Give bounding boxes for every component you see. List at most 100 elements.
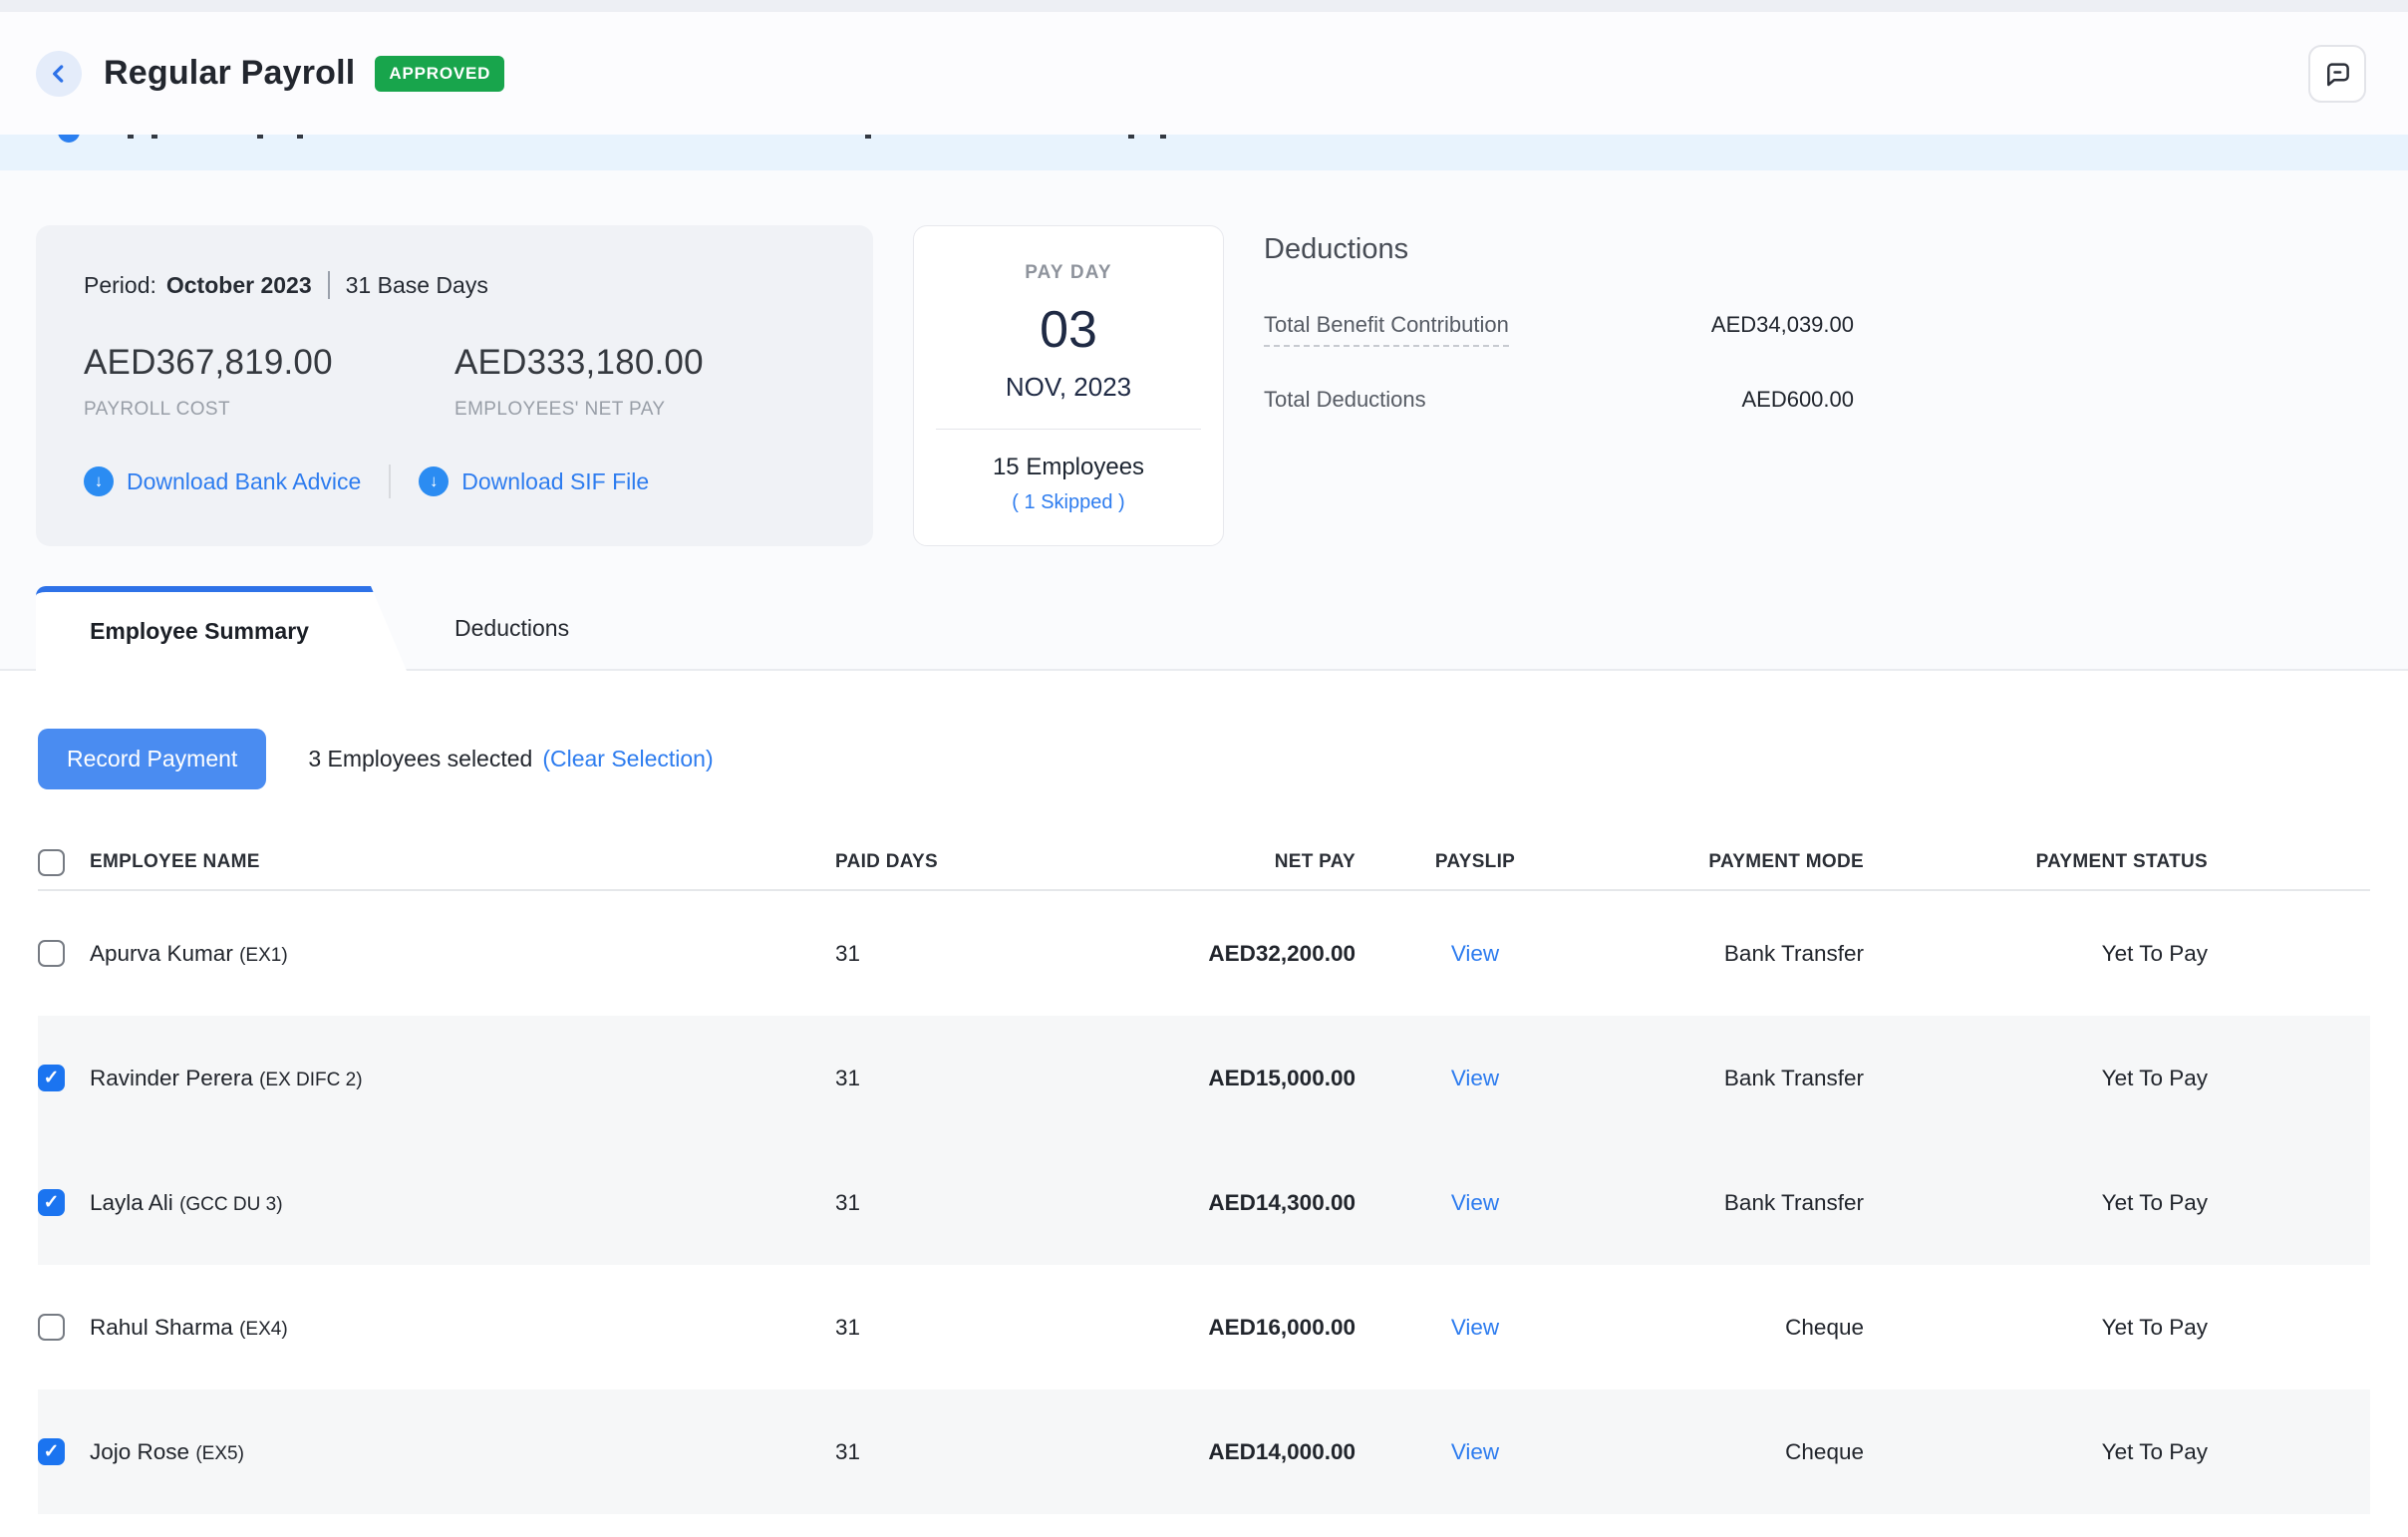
- total-deductions-value: AED600.00: [1741, 387, 1854, 412]
- deductions-title: Deductions: [1264, 233, 1409, 265]
- tab-employee-summary[interactable]: Employee Summary: [36, 586, 407, 671]
- row-checkbox[interactable]: [38, 1189, 65, 1216]
- column-header-paid-days: PAID DAYS: [835, 851, 939, 872]
- payroll-cost-label: PAYROLL COST: [84, 399, 230, 420]
- table-row: Jojo Rose (EX5) 31 AED14,000.00 View Che…: [38, 1389, 2370, 1514]
- download-arrow-icon: ↓: [84, 466, 114, 496]
- payroll-cost-block: AED367,819.00 PAYROLL COST: [84, 343, 454, 421]
- clipped-text-fragment: [297, 135, 303, 139]
- payment-status-cell: Yet To Pay: [2101, 1065, 2208, 1090]
- employee-code: (EX1): [239, 944, 288, 966]
- net-pay-cell: AED14,300.00: [1208, 1189, 1355, 1215]
- net-pay-cell: AED14,000.00: [1208, 1438, 1355, 1464]
- skipped-employees-link[interactable]: ( 1 Skipped ): [1012, 491, 1125, 513]
- payslip-view-link[interactable]: View: [1450, 940, 1500, 966]
- back-button[interactable]: [36, 50, 82, 97]
- page-header: Regular Payroll APPROVED: [0, 12, 2408, 135]
- period-summary-card: Period: October 2023 31 Base Days AED367…: [36, 225, 873, 546]
- payday-employees-count: 15 Employees: [992, 454, 1145, 480]
- download-bank-advice-link[interactable]: ↓ Download Bank Advice: [84, 466, 361, 496]
- employee-name: Ravinder Perera: [90, 1065, 253, 1090]
- download-links-row: ↓ Download Bank Advice ↓ Download SIF Fi…: [84, 464, 825, 498]
- net-pay-label: EMPLOYEES' NET PAY: [454, 399, 666, 420]
- payday-day: 03: [1040, 301, 1097, 359]
- net-pay-block: AED333,180.00 EMPLOYEES' NET PAY: [454, 343, 825, 421]
- net-pay-cell: AED16,000.00: [1208, 1314, 1355, 1340]
- table-row: Apurva Kumar (EX1) 31 AED32,200.00 View …: [38, 891, 2370, 1016]
- info-icon: [58, 135, 80, 143]
- status-badge: APPROVED: [375, 55, 505, 92]
- payment-mode-cell: Bank Transfer: [1723, 1189, 1864, 1215]
- download-arrow-icon: ↓: [419, 466, 450, 496]
- payment-mode-cell: Cheque: [1785, 1314, 1864, 1340]
- payslip-view-link[interactable]: View: [1450, 1189, 1500, 1215]
- deduction-row: Total Deductions AED600.00: [1264, 387, 1854, 413]
- clipped-text-fragment: [1160, 135, 1166, 139]
- clear-selection-link[interactable]: (Clear Selection): [542, 746, 714, 771]
- table-row: Rahul Sharma (EX4) 31 AED16,000.00 View …: [38, 1265, 2370, 1389]
- payslip-view-link[interactable]: View: [1450, 1314, 1500, 1340]
- employee-name: Rahul Sharma: [90, 1314, 233, 1340]
- period-value: October 2023: [165, 271, 312, 298]
- column-header-payment-mode: PAYMENT MODE: [1708, 851, 1864, 872]
- net-pay-cell: AED32,200.00: [1208, 940, 1355, 966]
- employee-code: (GCC DU 3): [179, 1193, 283, 1215]
- clipped-text-fragment: [151, 135, 157, 139]
- payment-status-cell: Yet To Pay: [2101, 1314, 2208, 1340]
- comments-button[interactable]: [2308, 44, 2366, 103]
- employee-code: (EX5): [195, 1442, 244, 1464]
- table-row: Ravinder Perera (EX DIFC 2) 31 AED15,000…: [38, 1016, 2370, 1140]
- total-benefit-contribution-label[interactable]: Total Benefit Contribution: [1264, 312, 1509, 347]
- paid-days-cell: 31: [835, 1314, 861, 1340]
- divider: [327, 271, 330, 299]
- row-checkbox[interactable]: [38, 1314, 65, 1341]
- total-deductions-label: Total Deductions: [1264, 387, 1426, 412]
- page-title: Regular Payroll: [104, 54, 356, 92]
- actions-row: Record Payment 3 Employees selected (Cle…: [38, 671, 2370, 789]
- payment-status-cell: Yet To Pay: [2101, 1438, 2208, 1464]
- download-sif-file-label: Download SIF File: [461, 467, 650, 494]
- payday-label: PAY DAY: [1025, 262, 1112, 283]
- deductions-panel: Deductions Total Benefit Contribution AE…: [1264, 225, 1854, 413]
- paid-days-cell: 31: [835, 940, 861, 966]
- tab-deductions[interactable]: Deductions: [454, 615, 570, 641]
- summary-cards-row: Period: October 2023 31 Base Days AED367…: [36, 225, 2372, 546]
- net-pay-value: AED333,180.00: [454, 343, 704, 382]
- employee-summary-section: Record Payment 3 Employees selected (Cle…: [0, 671, 2408, 1537]
- net-pay-cell: AED15,000.00: [1208, 1065, 1355, 1090]
- table-header-row: EMPLOYEE NAME PAID DAYS NET PAY PAYSLIP …: [38, 835, 2370, 891]
- chevron-left-icon: [46, 61, 72, 87]
- row-checkbox[interactable]: [38, 1065, 65, 1091]
- payslip-view-link[interactable]: View: [1450, 1438, 1500, 1464]
- row-checkbox[interactable]: [38, 940, 65, 967]
- total-benefit-contribution-value: AED34,039.00: [1710, 312, 1854, 337]
- clipped-text-fragment: [865, 135, 871, 139]
- clipped-info-banner: [0, 135, 2408, 170]
- column-header-payment-status: PAYMENT STATUS: [2035, 851, 2208, 872]
- payment-mode-cell: Bank Transfer: [1723, 1065, 1864, 1090]
- record-payment-button[interactable]: Record Payment: [38, 729, 267, 789]
- payment-status-cell: Yet To Pay: [2101, 1189, 2208, 1215]
- payday-month-year: NOV, 2023: [1005, 372, 1132, 402]
- window-top-strip: [0, 0, 2408, 12]
- row-checkbox[interactable]: [38, 1438, 65, 1465]
- payday-card: PAY DAY 03 NOV, 2023 15 Employees ( 1 Sk…: [913, 225, 1224, 546]
- payment-status-cell: Yet To Pay: [2101, 940, 2208, 966]
- employee-name: Layla Ali: [90, 1189, 173, 1215]
- select-all-checkbox[interactable]: [38, 848, 65, 876]
- payslip-view-link[interactable]: View: [1450, 1065, 1500, 1090]
- payroll-cost-value: AED367,819.00: [84, 343, 333, 382]
- period-label: Period:: [84, 271, 156, 298]
- employee-name: Jojo Rose: [90, 1438, 190, 1464]
- employee-name: Apurva Kumar: [90, 940, 233, 966]
- divider: [389, 464, 392, 498]
- deduction-row: Total Benefit Contribution AED34,039.00: [1264, 312, 1854, 347]
- paid-days-cell: 31: [835, 1189, 861, 1215]
- table-row: Layla Ali (GCC DU 3) 31 AED14,300.00 Vie…: [38, 1140, 2370, 1265]
- column-header-net-pay: NET PAY: [1274, 851, 1355, 872]
- paid-days-cell: 31: [835, 1065, 861, 1090]
- base-days: 31 Base Days: [345, 271, 488, 298]
- download-sif-file-link[interactable]: ↓ Download SIF File: [419, 466, 649, 496]
- employee-code: (EX4): [239, 1318, 288, 1340]
- chat-bubble-icon: [2322, 59, 2352, 89]
